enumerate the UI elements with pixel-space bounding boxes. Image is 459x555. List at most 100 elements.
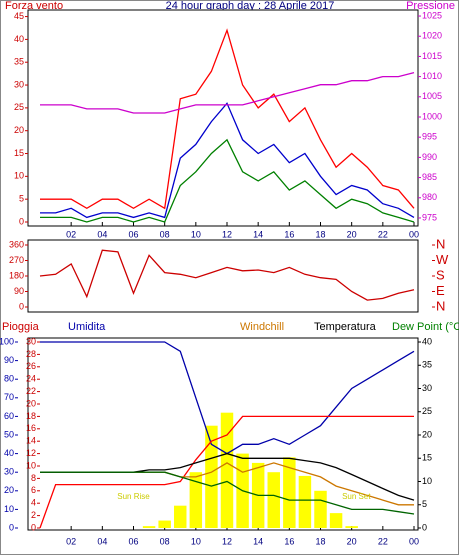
x-tick-label: 14 — [253, 229, 263, 239]
y-tick-label: 30 — [14, 79, 24, 89]
solar-bar — [205, 425, 218, 528]
annotation: Sun Set — [342, 492, 371, 501]
chart-title: 24 hour graph day : 28 Aprile 2017 — [166, 0, 335, 12]
y-tick-label: 18 — [26, 411, 36, 421]
x-tick-label: 06 — [128, 536, 138, 546]
y-tick-label: 26 — [26, 361, 36, 371]
solar-bar — [174, 505, 187, 528]
legend-label: Windchill — [240, 321, 284, 333]
x-tick-label: 16 — [284, 229, 294, 239]
y-tick-label: 1020 — [422, 31, 442, 41]
y-tick-label: 0 — [19, 301, 24, 311]
x-tick-label: 00 — [409, 536, 419, 546]
solar-bar — [345, 526, 358, 528]
y-tick-label: 45 — [14, 11, 24, 21]
y-tick-label: 40 — [4, 448, 14, 458]
y-tick-label: 995 — [422, 132, 437, 142]
pressure-label: Pressione — [406, 0, 455, 12]
y-tick-label: 0 — [9, 522, 14, 532]
solar-bar — [267, 472, 280, 528]
y-tick-label: 12 — [26, 448, 36, 458]
y-tick-label: 60 — [4, 411, 14, 421]
y-tick-label: 1010 — [422, 71, 442, 81]
y-tick-label: 20 — [14, 125, 24, 135]
y-tick-label: 10 — [422, 476, 432, 486]
series-line — [40, 28, 415, 210]
x-tick-label: 16 — [284, 536, 294, 546]
y-tick-label: 25 — [14, 102, 24, 112]
y-tick-label: 25 — [422, 406, 432, 416]
y-tick-label: 10 — [26, 460, 36, 470]
x-tick-label: 10 — [191, 229, 201, 239]
x-tick-label: 06 — [128, 229, 138, 239]
y-tick-label: 6 — [31, 485, 36, 495]
solar-bar — [158, 520, 171, 528]
series-line — [40, 138, 415, 223]
y-tick-label: 40 — [14, 34, 24, 44]
legend-label: Temperatura — [314, 321, 377, 333]
y-tick-label: N — [436, 298, 445, 313]
x-tick-label: 18 — [315, 536, 325, 546]
y-tick-label: 20 — [422, 429, 432, 439]
y-tick-label: 2 — [31, 510, 36, 520]
rain-label: Pioggia — [2, 321, 40, 333]
solar-bar — [189, 472, 203, 528]
solar-bar — [283, 457, 296, 528]
y-tick-label: 35 — [422, 360, 432, 370]
y-tick-label: 90 — [14, 286, 24, 296]
y-tick-label: 10 — [4, 504, 14, 514]
solar-bar — [298, 475, 312, 528]
series-line — [40, 102, 415, 219]
y-tick-label: 35 — [14, 57, 24, 67]
series-line — [39, 415, 414, 529]
y-tick-label: 20 — [4, 485, 14, 495]
y-tick-label: 180 — [9, 270, 24, 280]
y-tick-label: 980 — [422, 192, 437, 202]
y-tick-label: 360 — [9, 239, 24, 249]
x-tick-label: 12 — [222, 229, 232, 239]
y-tick-label: 16 — [26, 423, 36, 433]
x-tick-label: 20 — [347, 229, 357, 239]
y-tick-label: 270 — [9, 255, 24, 265]
y-tick-label: 1000 — [422, 111, 442, 121]
y-tick-label: 40 — [422, 336, 432, 346]
y-tick-label: 4 — [31, 498, 36, 508]
plot-frame — [27, 9, 419, 227]
y-tick-label: 22 — [26, 386, 36, 396]
y-tick-label: W — [436, 252, 449, 267]
x-tick-label: 20 — [347, 536, 357, 546]
solar-bar — [329, 513, 343, 528]
x-tick-label: 02 — [66, 536, 76, 546]
x-tick-label: 04 — [97, 536, 107, 546]
x-tick-label: 08 — [160, 536, 170, 546]
x-tick-label: 22 — [378, 536, 388, 546]
x-tick-label: 12 — [222, 536, 232, 546]
y-tick-label: 0 — [31, 522, 36, 532]
y-tick-label: 80 — [4, 374, 14, 384]
legend-label: Dew Point (°C — [392, 321, 459, 333]
x-tick-label: 18 — [315, 229, 325, 239]
y-tick-label: 30 — [26, 336, 36, 346]
y-tick-label: 90 — [4, 355, 14, 365]
y-tick-label: N — [436, 236, 445, 251]
annotation: Sun Rise — [117, 492, 150, 501]
y-tick-label: 5 — [422, 499, 427, 509]
solar-bar — [314, 490, 327, 528]
solar-bar — [142, 526, 156, 528]
y-tick-label: 0 — [19, 216, 24, 226]
y-tick-label: 1015 — [422, 51, 442, 61]
y-tick-label: 1025 — [422, 10, 442, 20]
y-tick-label: 975 — [422, 212, 437, 222]
y-tick-label: 100 — [0, 336, 14, 346]
y-tick-label: 1005 — [422, 91, 442, 101]
y-tick-label: S — [436, 267, 445, 282]
y-tick-label: 8 — [31, 473, 36, 483]
x-tick-label: 14 — [253, 536, 263, 546]
y-tick-label: 28 — [26, 349, 36, 359]
y-tick-label: 10 — [14, 171, 24, 181]
y-tick-label: 15 — [14, 148, 24, 158]
y-tick-label: 24 — [26, 374, 36, 384]
y-tick-label: E — [436, 283, 445, 298]
x-tick-label: 04 — [97, 229, 107, 239]
y-tick-label: 30 — [4, 467, 14, 477]
